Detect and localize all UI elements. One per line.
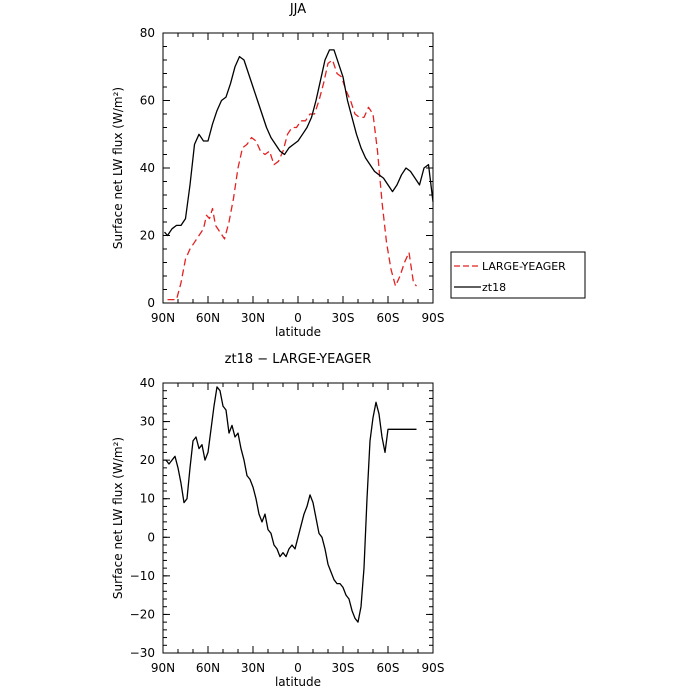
x-axis-label: latitude	[275, 325, 321, 339]
x-tick-label: 90N	[151, 661, 175, 675]
y-tick-label: −30	[130, 646, 155, 660]
y-tick-label: 20	[140, 453, 155, 467]
legend-entry: zt18	[482, 281, 506, 294]
legend: LARGE-YEAGER zt18	[450, 251, 586, 299]
x-tick-label: 30S	[332, 661, 355, 675]
x-tick-label: 60S	[377, 661, 400, 675]
series-line-zt18	[164, 49, 434, 237]
y-tick-label: 80	[140, 26, 155, 40]
legend-box	[450, 251, 586, 299]
y-tick-label: −20	[130, 607, 155, 621]
plot-frame	[162, 32, 434, 304]
x-tick-label: 60S	[377, 311, 400, 325]
y-tick-label: 40	[140, 161, 155, 175]
x-tick-label: 0	[294, 311, 302, 325]
series-line-large-yeager	[167, 59, 417, 301]
y-tick-label: 60	[140, 94, 155, 108]
y-tick-label: 0	[147, 530, 155, 544]
chart-title: JJA	[289, 2, 306, 17]
panel-2: 90N 60N 30N 0 30S 60S 90S −30 −20 −10 0 10 20 30 40 zt1…	[111, 352, 444, 689]
x-tick-label: 60N	[196, 311, 220, 325]
x-tick-label: 30S	[332, 311, 355, 325]
y-tick-label: 10	[140, 492, 155, 506]
legend-entry: LARGE-YEAGER	[482, 260, 566, 273]
x-tick-label: 90S	[422, 311, 445, 325]
y-tick-label: 0	[147, 296, 155, 310]
x-tick-label: 90S	[422, 661, 445, 675]
series-line-difference	[165, 386, 417, 623]
x-axis-label: latitude	[275, 675, 321, 689]
y-axis-label: Surface net LW flux (W/m²)	[111, 87, 125, 249]
x-tick-label: 90N	[151, 311, 175, 325]
x-tick-label: 60N	[196, 661, 220, 675]
y-tick-label: 30	[140, 415, 155, 429]
x-tick-label: 30N	[241, 661, 265, 675]
x-tick-label: 30N	[241, 311, 265, 325]
panel-1: 90N 60N 30N 0 30S 60S 90S 0 20 40 60 80 JJA latitude S…	[111, 2, 586, 339]
x-tick-label: 0	[294, 661, 302, 675]
chart-title: zt18 − LARGE-YEAGER	[225, 352, 372, 367]
y-tick-label: 20	[140, 229, 155, 243]
y-tick-label: 40	[140, 376, 155, 390]
plot-frame	[162, 382, 434, 654]
y-axis-label: Surface net LW flux (W/m²)	[111, 437, 125, 599]
y-tick-label: −10	[130, 569, 155, 583]
